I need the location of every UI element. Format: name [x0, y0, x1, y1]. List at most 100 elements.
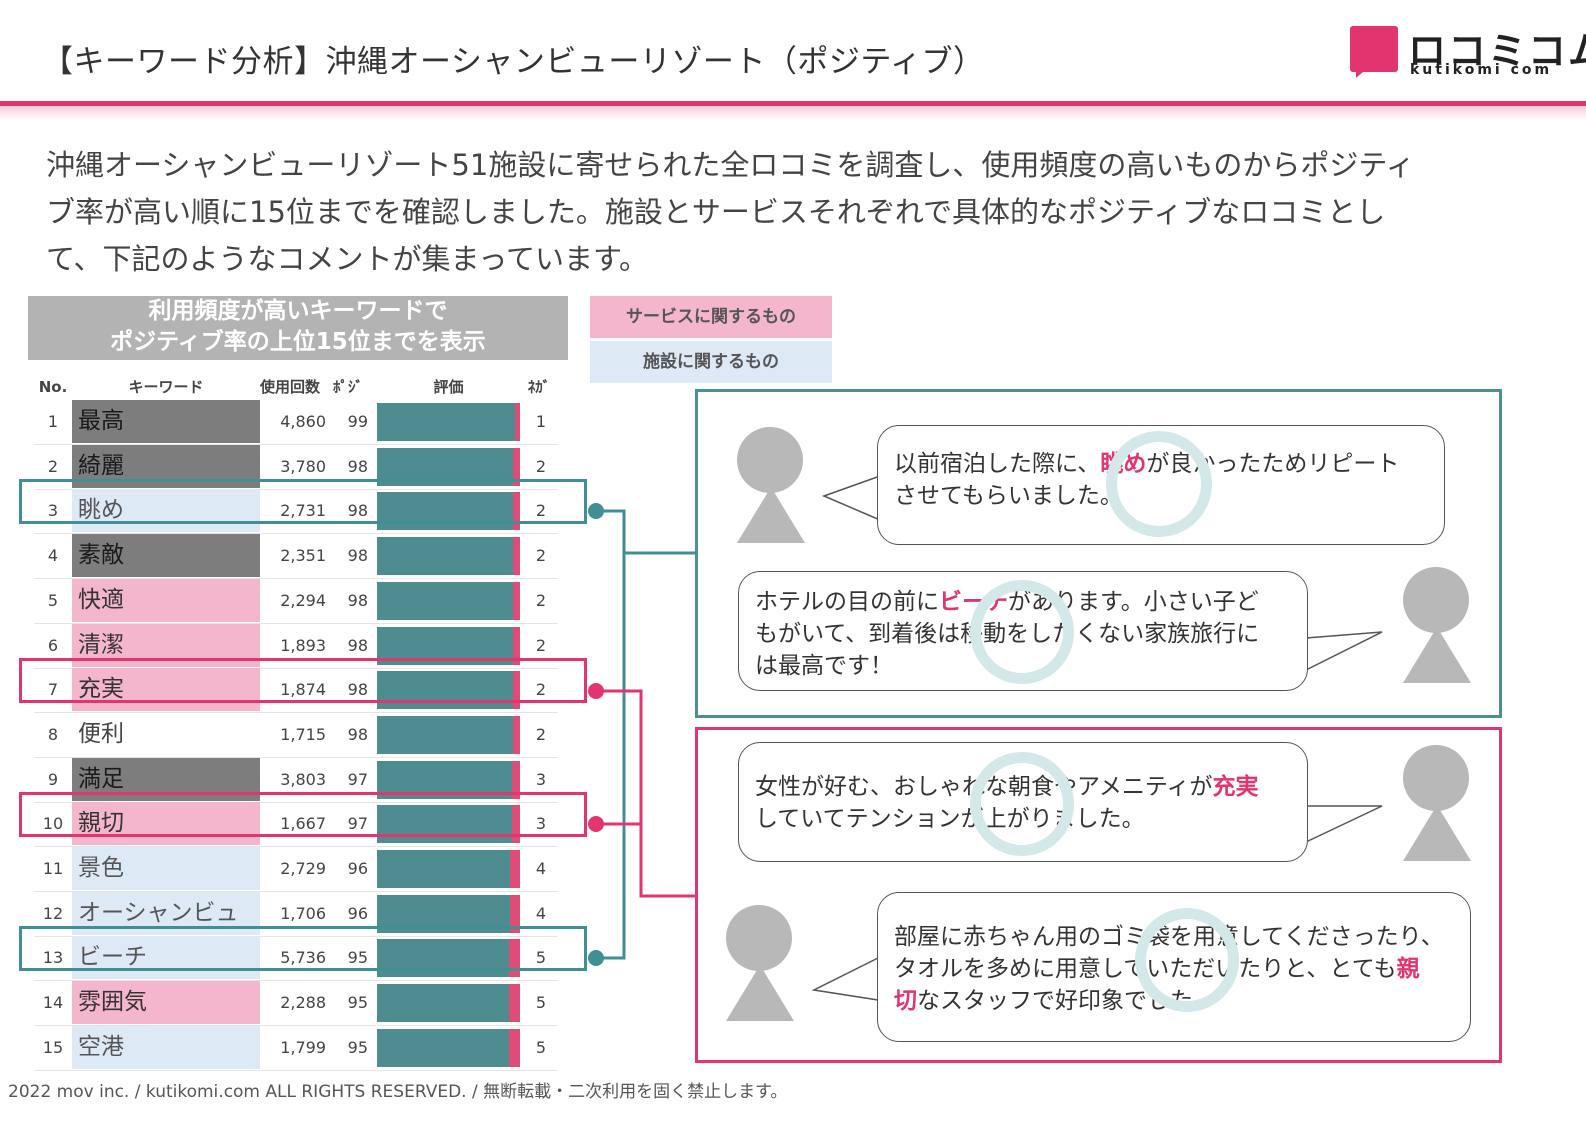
- service-highlight-box: [19, 658, 587, 703]
- highlight-ring-icon: [1135, 908, 1239, 1012]
- row-negative-rate: 2: [535, 501, 547, 520]
- row-usage-count: 1,715: [280, 725, 326, 744]
- intro-line: て、下記のようなコメントが集まっています。: [46, 242, 649, 276]
- connector-dot: [588, 950, 604, 966]
- connector-dot: [588, 816, 604, 832]
- row-usage-count: 4,860: [280, 412, 326, 431]
- user-avatar-icon: [1403, 567, 1469, 633]
- speech-tail-icon: [1305, 631, 1383, 671]
- service-highlight-box: [19, 792, 587, 837]
- logo-tail-icon: [1356, 66, 1370, 78]
- row-positive-rate: 98: [347, 546, 368, 565]
- comment-line: させてもらいました。: [894, 483, 1123, 509]
- brand-logo: ロコミコム kutikomi com: [1350, 26, 1586, 82]
- row-positive-rate: 97: [347, 814, 368, 833]
- comment-text: ホテルの目の前に: [755, 589, 939, 615]
- row-positive-rate: 97: [347, 770, 368, 789]
- row-usage-count: 1,706: [280, 904, 326, 923]
- row-number: 11: [42, 859, 64, 878]
- column-header-positive: ﾎﾟｼﾞ: [332, 378, 363, 396]
- row-usage-count: 2,288: [280, 993, 326, 1012]
- row-divider: [34, 712, 558, 713]
- row-positive-rate: 96: [347, 904, 368, 923]
- row-negative-rate: 2: [535, 636, 547, 655]
- rating-bar-positive: [377, 984, 509, 1022]
- rating-bar: [377, 716, 520, 754]
- row-keyword: 空港: [72, 1026, 260, 1069]
- row-number: 15: [42, 1038, 64, 1057]
- caption-line: ポジティブ率の上位15位までを表示: [110, 329, 486, 355]
- service-comments-panel: [695, 727, 1502, 1063]
- row-divider: [34, 891, 558, 892]
- row-positive-rate: 98: [347, 636, 368, 655]
- rating-bar-positive: [377, 582, 514, 620]
- pink-connector-line: [639, 824, 695, 898]
- legend-service: サービスに関するもの: [590, 296, 832, 338]
- highlight-ring-icon: [1106, 431, 1212, 537]
- speech-tail-icon: [812, 957, 879, 1001]
- row-number: 8: [47, 725, 59, 744]
- row-keyword: 充実: [72, 668, 260, 711]
- row-usage-count: 1,799: [280, 1038, 326, 1057]
- table-row: 11 景色 2,729 96 4: [34, 847, 558, 891]
- rating-bar: [377, 582, 520, 620]
- table-row: 8 便利 1,715 98 2: [34, 713, 558, 757]
- row-usage-count: 5,736: [280, 948, 326, 967]
- row-divider: [34, 802, 558, 803]
- row-usage-count: 2,351: [280, 546, 326, 565]
- rating-bar-positive: [377, 403, 515, 441]
- row-number: 5: [47, 591, 59, 610]
- comment-line: していてテンションが上がりました。: [755, 806, 1145, 832]
- legend-facility: 施設に関するもの: [590, 341, 832, 383]
- table-row: 4 素敵 2,351 98 2: [34, 534, 558, 578]
- column-header-count: 使用回数: [259, 378, 320, 396]
- row-keyword: ビーチ: [72, 936, 260, 979]
- comment-keyword: 切: [894, 988, 917, 1014]
- row-positive-rate: 98: [347, 591, 368, 610]
- row-negative-rate: 2: [535, 680, 547, 699]
- row-negative-rate: 2: [535, 457, 547, 476]
- row-number: 1: [47, 412, 59, 431]
- row-divider: [34, 578, 558, 579]
- row-usage-count: 2,294: [280, 591, 326, 610]
- row-negative-rate: 1: [535, 412, 547, 431]
- table-caption: 利用頻度が高いキーワードで ポジティブ率の上位15位までを表示: [28, 296, 568, 360]
- row-number: 7: [47, 680, 59, 699]
- row-positive-rate: 99: [347, 412, 368, 431]
- user-avatar-body-icon: [1403, 805, 1471, 861]
- rating-bar: [377, 850, 520, 888]
- row-negative-rate: 5: [535, 948, 547, 967]
- intro-text: 沖縄オーシャンビューリゾート51施設に寄せられた全ロコミを調査し、使用頻度の高い…: [46, 142, 1486, 283]
- header-divider: [0, 101, 1586, 106]
- row-number: 13: [42, 948, 64, 967]
- row-positive-rate: 98: [347, 725, 368, 744]
- row-keyword: 素敵: [72, 534, 260, 577]
- column-header-no: No.: [38, 378, 68, 396]
- row-number: 2: [47, 457, 59, 476]
- intro-line: 沖縄オーシャンビューリゾート51施設に寄せられた全ロコミを調査し、使用頻度の高い…: [46, 148, 1415, 182]
- facility-comments-panel: [695, 389, 1502, 718]
- row-usage-count: 2,729: [280, 859, 326, 878]
- logo-name: ロコミコム: [1408, 29, 1586, 73]
- rating-bar: [377, 984, 520, 1022]
- column-header-negative: ﾈｶﾞ: [527, 378, 551, 396]
- row-negative-rate: 2: [535, 546, 547, 565]
- row-negative-rate: 3: [535, 770, 547, 789]
- comment-keyword: 親: [1396, 956, 1420, 982]
- row-usage-count: 1,893: [280, 636, 326, 655]
- row-negative-rate: 2: [535, 591, 547, 610]
- row-negative-rate: 4: [535, 904, 547, 923]
- column-header-rating: 評価: [433, 378, 464, 396]
- rating-bar-positive: [377, 537, 514, 575]
- row-divider: [34, 1025, 558, 1026]
- rating-bar-positive: [377, 850, 511, 888]
- copyright-footer: 2022 mov inc. / kutikomi.com ALL RIGHTS …: [8, 1082, 788, 1102]
- row-negative-rate: 2: [535, 725, 547, 744]
- row-number: 9: [47, 770, 59, 789]
- row-negative-rate: 4: [535, 859, 547, 878]
- row-positive-rate: 95: [347, 1038, 368, 1057]
- teal-bracket-line: [596, 509, 626, 960]
- row-usage-count: 1,874: [280, 680, 326, 699]
- facility-highlight-box: [19, 479, 587, 524]
